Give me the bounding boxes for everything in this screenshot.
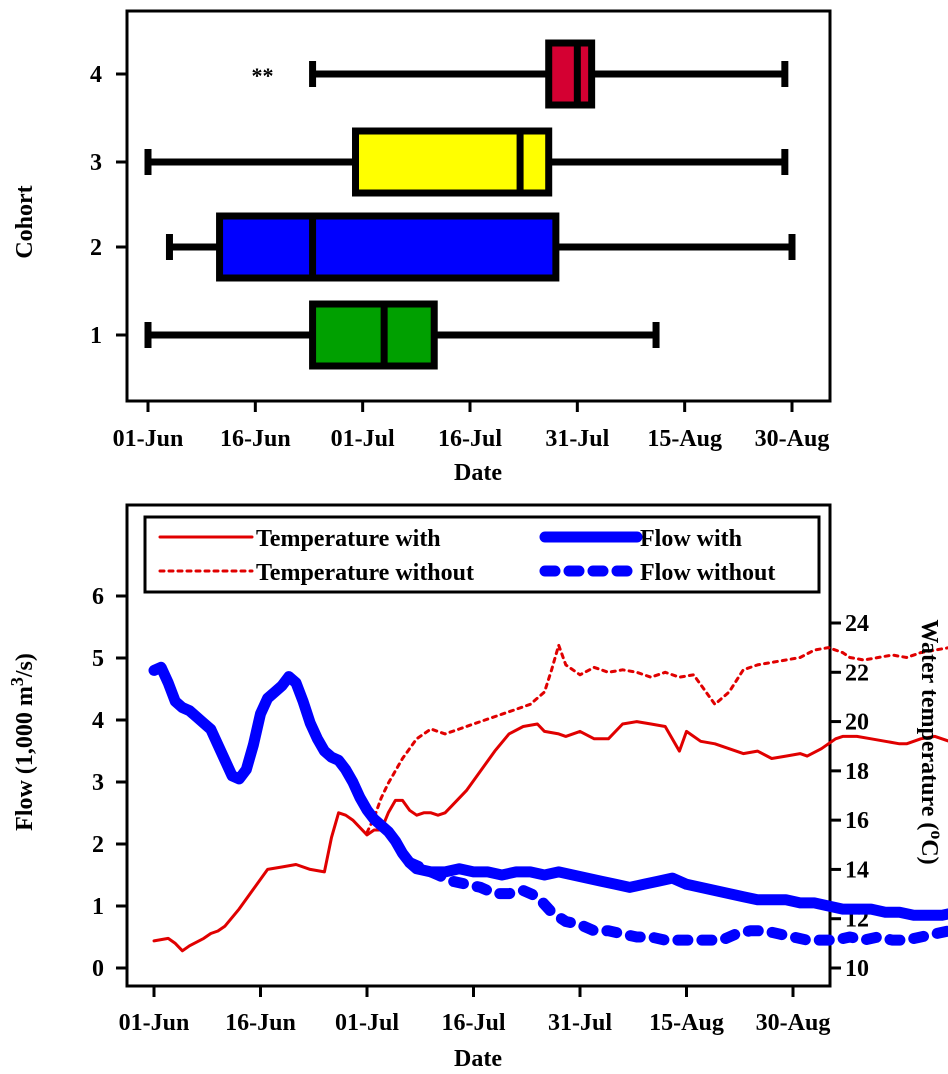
- legend-label: Flow without: [640, 560, 775, 586]
- legend: Temperature with Flow with Temperature wit…: [143, 515, 821, 594]
- boxplot-y-ticks: 1 2 3 4: [90, 62, 127, 349]
- boxplot-y-tick-label: 3: [90, 150, 102, 176]
- line-x-label: Date: [454, 1046, 502, 1072]
- boxplot-y-tick-label: 4: [90, 62, 102, 88]
- boxplot-y-tick-label: 1: [90, 323, 102, 349]
- line-right-tick-label: 18: [845, 759, 869, 785]
- outlier-marker: **: [251, 63, 273, 88]
- boxplot-x-tick-label: 31-Jul: [545, 426, 609, 452]
- line-right-tick-label: 24: [845, 611, 869, 637]
- line-right-tick-label: 20: [845, 710, 869, 736]
- boxplot-frame: [125, 9, 832, 403]
- series-flow-with: [148, 661, 948, 921]
- boxplot-x-tick-label: 01-Jul: [331, 426, 395, 452]
- line-y-left-label: Flow (1,000 m3/s): [7, 653, 38, 831]
- line-left-tick-label: 6: [92, 584, 104, 610]
- line-x-tick-label: 16-Jul: [441, 1010, 505, 1036]
- boxplot-x-tick-label: 16-Jul: [438, 426, 502, 452]
- boxplot-x-label: Date: [454, 460, 502, 486]
- line-left-tick-label: 4: [92, 708, 104, 734]
- line-left-tick-label: 1: [92, 894, 104, 920]
- boxplot-y-tick-label: 2: [90, 235, 102, 261]
- boxplot-x-ticks: 01-Jun 16-Jun 01-Jul 16-Jul 31-Jul 15-Aug 30-A…: [113, 401, 830, 452]
- line-frame: [125, 503, 832, 988]
- box-cohort-3: [352, 127, 553, 197]
- flow-temperature-chart: 01-Jun 16-Jun 01-Jul 16-Jul 31-Jul 15-Aug 30-A…: [7, 503, 948, 1072]
- line-x-tick-label: 01-Jun: [119, 1010, 190, 1036]
- series-temperature-without: [365, 643, 948, 834]
- line-x-tick-label: 31-Jul: [548, 1010, 612, 1036]
- boxplot-x-tick-label: 01-Jun: [113, 426, 184, 452]
- line-x-ticks: 01-Jun 16-Jun 01-Jul 16-Jul 31-Jul 15-Aug 30-A…: [119, 986, 831, 1036]
- line-left-tick-label: 3: [92, 770, 104, 796]
- line-right-tick-label: 22: [845, 660, 869, 686]
- legend-box: [143, 515, 821, 594]
- box-cohort-2: [216, 212, 560, 282]
- boxplot-y-label: Cohort: [12, 185, 38, 258]
- legend-label: Temperature without: [256, 560, 474, 586]
- line-right-tick-label: 16: [845, 808, 869, 834]
- box-cohort-4: [545, 39, 596, 109]
- series-temperature-with: [152, 720, 948, 953]
- legend-label: Flow with: [640, 526, 742, 552]
- line-x-tick-label: 16-Jun: [225, 1010, 296, 1036]
- line-left-ticks: 0 1 2 3 4 5 6: [92, 584, 127, 982]
- cohort-boxplot: 01-Jun 16-Jun 01-Jul 16-Jul 31-Jul 15-Aug 30-A…: [12, 9, 832, 486]
- boxplot-x-tick-label: 30-Aug: [755, 426, 830, 452]
- box-cohort-1: [309, 300, 438, 370]
- legend-label: Temperature with: [256, 526, 441, 552]
- line-x-tick-label: 01-Jul: [335, 1010, 399, 1036]
- line-x-tick-label: 30-Aug: [756, 1010, 831, 1036]
- line-left-tick-label: 0: [92, 956, 104, 982]
- line-y-right-label: Water temperature (oC): [916, 619, 947, 864]
- line-right-tick-label: 10: [845, 956, 869, 982]
- line-left-tick-label: 5: [92, 646, 104, 672]
- boxplot-x-tick-label: 15-Aug: [647, 426, 722, 452]
- line-x-tick-label: 15-Aug: [649, 1010, 724, 1036]
- boxplot-x-tick-label: 16-Jun: [220, 426, 291, 452]
- line-left-tick-label: 2: [92, 832, 104, 858]
- boxplot-boxes: **: [144, 39, 796, 370]
- series-flow-without: [404, 857, 948, 946]
- line-right-tick-label: 14: [845, 857, 869, 883]
- line-series: [148, 643, 948, 953]
